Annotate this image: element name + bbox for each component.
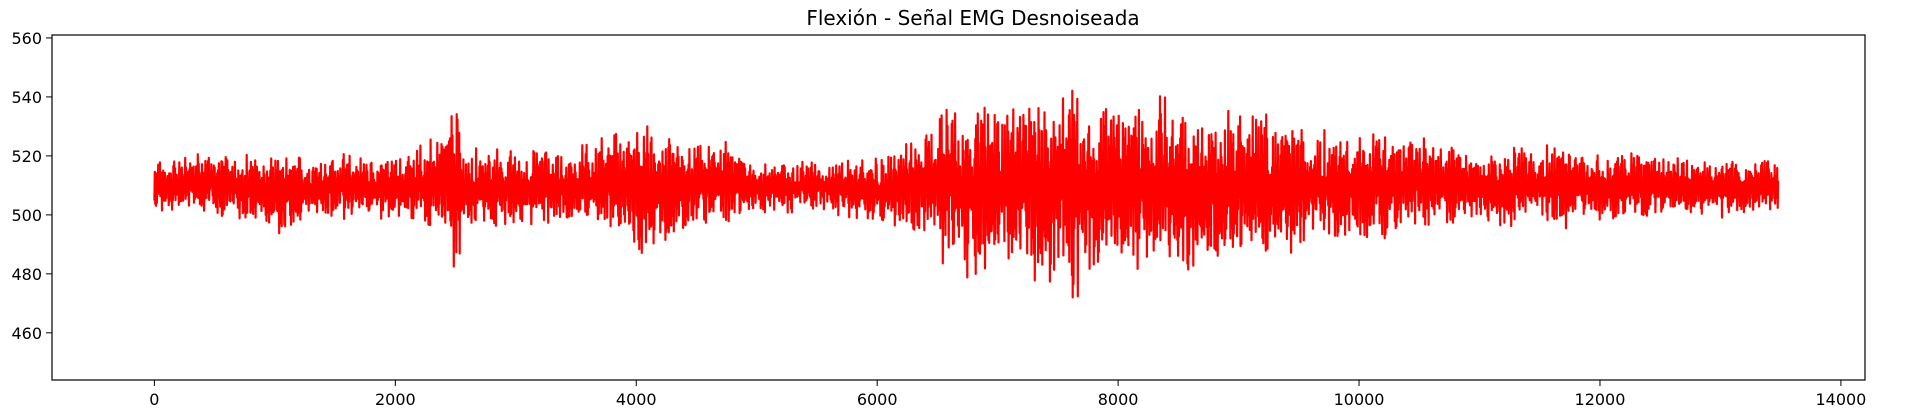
y-tick-label: 460 — [11, 324, 42, 343]
x-axis: 0 2000 4000 6000 8000 10000 12000 14000 — [149, 380, 1866, 409]
y-tick-label: 480 — [11, 265, 42, 284]
plot-area — [153, 89, 1780, 299]
x-tick-label: 8000 — [1098, 390, 1139, 409]
x-tick-label: 10000 — [1334, 390, 1385, 409]
x-tick-label: 4000 — [616, 390, 657, 409]
y-tick-label: 520 — [11, 147, 42, 166]
axes-frame — [51, 34, 1866, 381]
x-tick-label: 12000 — [1575, 390, 1626, 409]
y-tick-label: 560 — [11, 29, 42, 48]
x-tick-label: 6000 — [857, 390, 898, 409]
chart-title: Flexión - Señal EMG Desnoiseada — [806, 6, 1139, 30]
x-tick-label: 2000 — [375, 390, 416, 409]
y-tick-label: 540 — [11, 88, 42, 107]
x-tick-label: 14000 — [1815, 390, 1866, 409]
x-tick-label: 0 — [149, 390, 159, 409]
emg-signal-line — [153, 89, 1780, 299]
y-tick-label: 500 — [11, 206, 42, 225]
y-axis: 460 480 500 520 540 560 — [11, 29, 52, 343]
